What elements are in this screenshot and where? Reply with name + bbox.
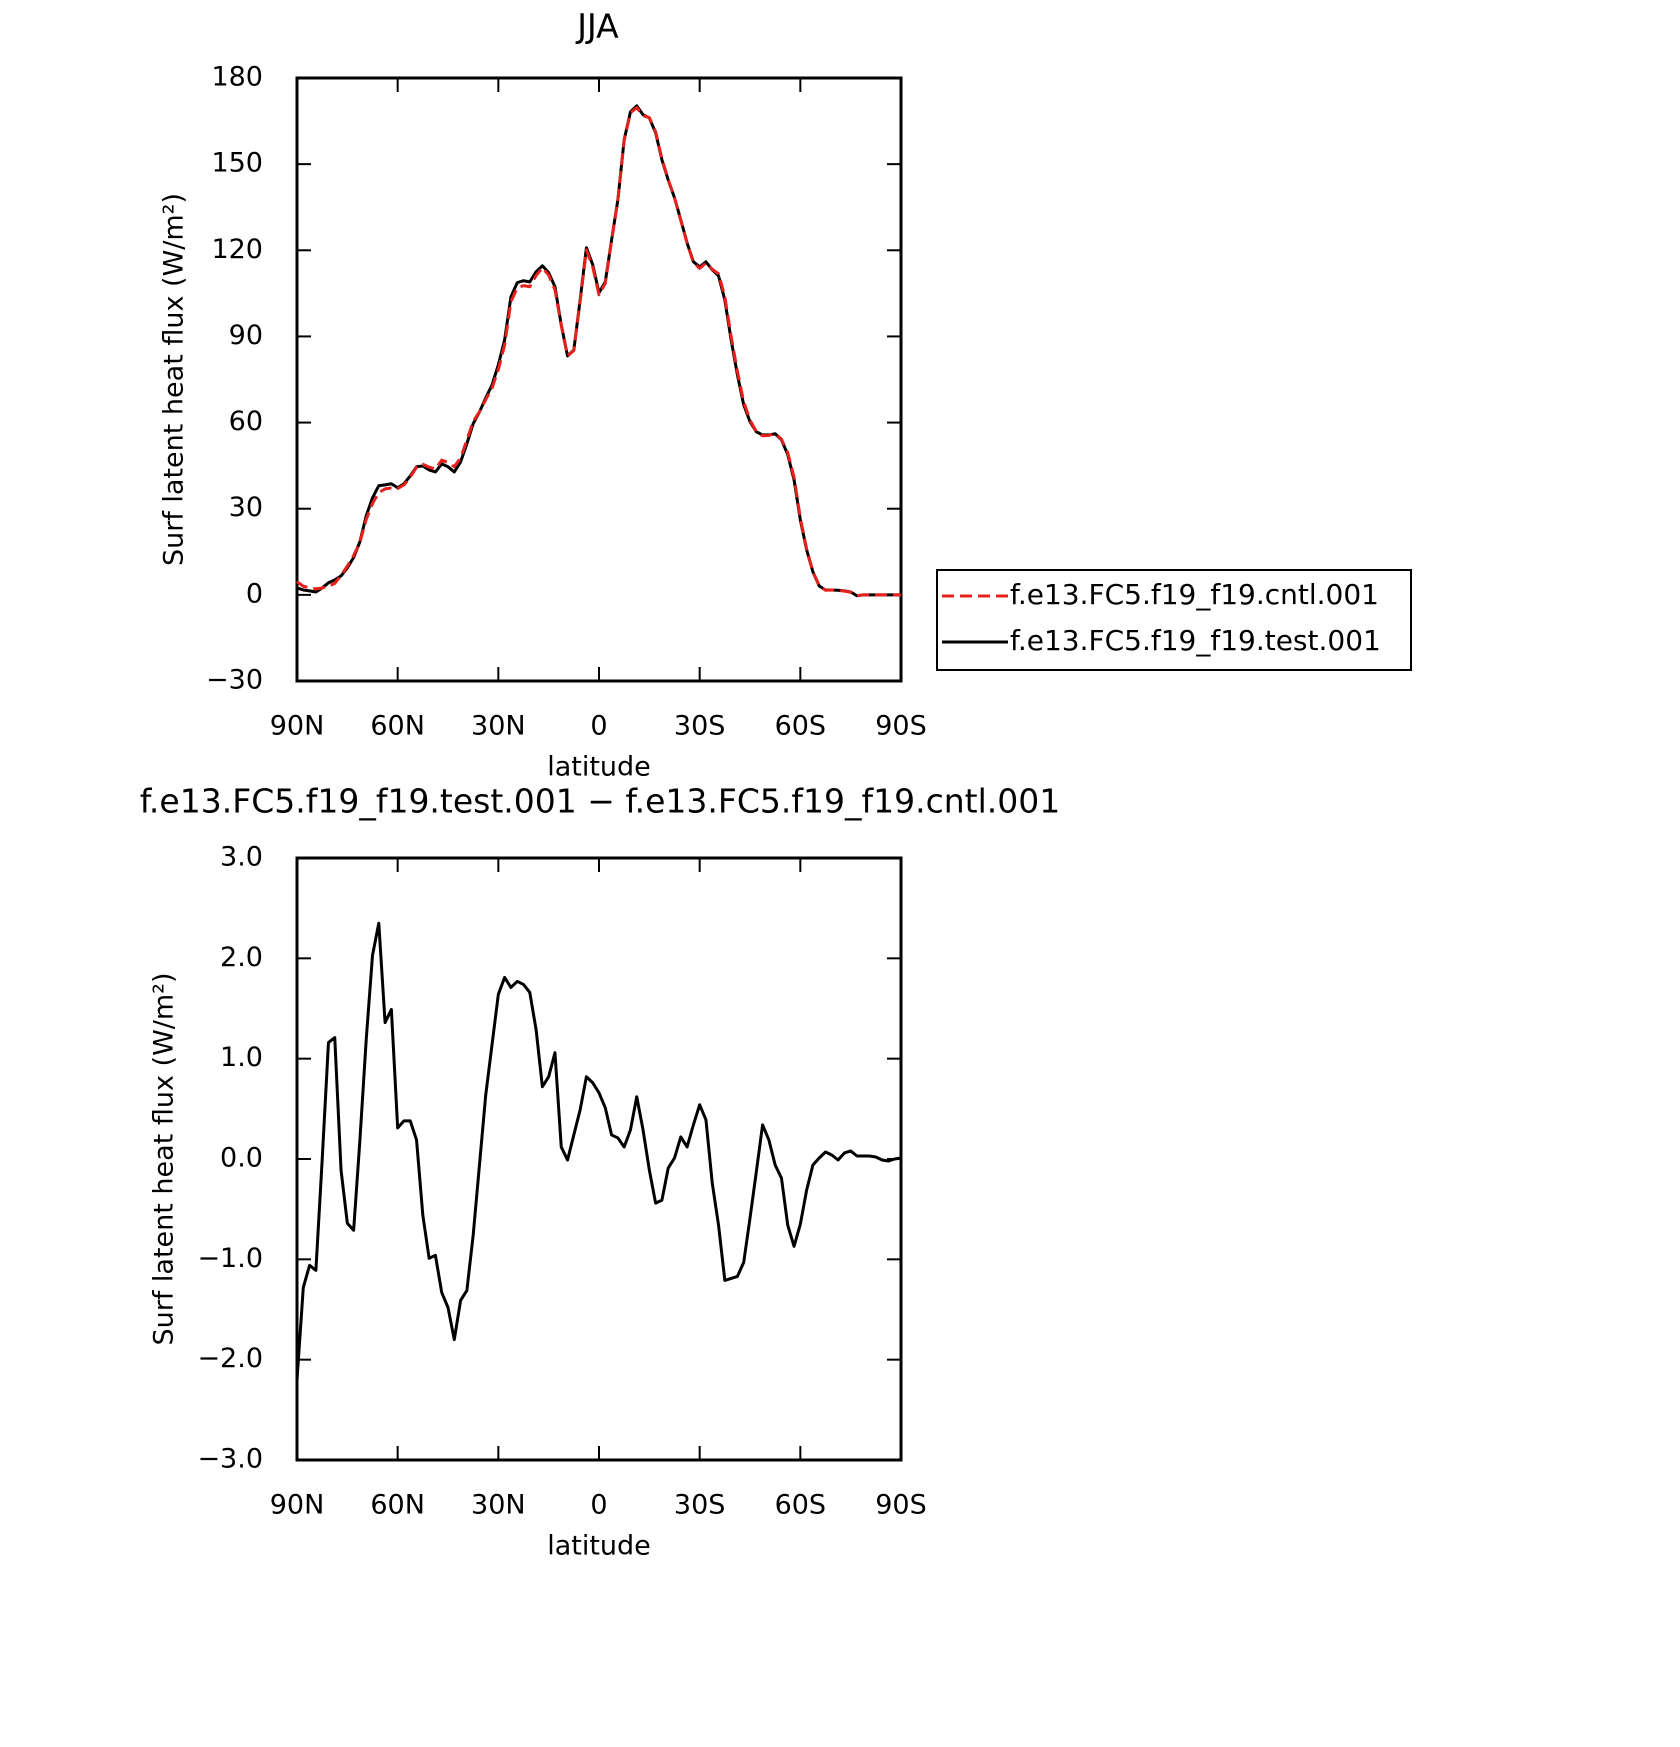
legend-label: f.e13.FC5.f19_f19.cntl.001 (1010, 578, 1379, 611)
y-tick-label: 90 (229, 320, 263, 351)
x-tick-label: 90S (875, 1490, 927, 1521)
series-line (295, 921, 902, 1380)
x-tick-label: 60S (775, 1490, 827, 1521)
series-line (296, 106, 901, 598)
y-axis-label: Surf latent heat flux (W/m²) (149, 972, 180, 1345)
legend-label: f.e13.FC5.f19_f19.test.001 (1010, 624, 1381, 657)
x-tick-label: 0 (590, 1490, 607, 1521)
plot-frame (295, 856, 903, 1462)
y-tick-label: 180 (211, 62, 263, 93)
chart-title: JJA (575, 7, 619, 46)
chart-title: f.e13.FC5.f19_f19.test.001 − f.e13.FC5.f… (140, 782, 1061, 821)
series-line (296, 104, 901, 598)
x-tick-label: 90S (875, 711, 927, 742)
y-tick-label: 150 (211, 148, 263, 179)
x-tick-label: 0 (590, 711, 607, 742)
y-tick-label: −30 (206, 665, 263, 696)
x-tick-label: 30N (471, 1490, 526, 1521)
x-tick-label: 60S (775, 711, 827, 742)
y-axis-label: Surf latent heat flux (W/m²) (159, 193, 190, 566)
y-tick-label: 3.0 (220, 842, 263, 873)
legend-box (936, 569, 1412, 671)
x-tick-label: 30N (471, 711, 526, 742)
y-tick-label: 60 (229, 406, 263, 437)
x-tick-label: 30S (674, 1490, 726, 1521)
y-tick-label: 30 (229, 492, 263, 523)
x-tick-label: 30S (674, 711, 726, 742)
y-tick-label: −3.0 (197, 1444, 263, 1475)
plot-frame (295, 76, 903, 683)
y-tick-label: 0 (246, 578, 263, 609)
x-tick-label: 90N (270, 711, 325, 742)
y-tick-label: 2.0 (220, 942, 263, 973)
y-tick-label: 0.0 (220, 1143, 263, 1174)
x-tick-label: 90N (270, 1490, 325, 1521)
x-axis-label: latitude (547, 752, 651, 783)
y-tick-label: −1.0 (197, 1243, 263, 1274)
x-tick-label: 60N (370, 711, 425, 742)
y-tick-label: 120 (211, 234, 263, 265)
x-tick-label: 60N (370, 1490, 425, 1521)
y-tick-label: 1.0 (220, 1042, 263, 1073)
y-tick-label: −2.0 (197, 1343, 263, 1374)
x-axis-label: latitude (547, 1531, 651, 1562)
